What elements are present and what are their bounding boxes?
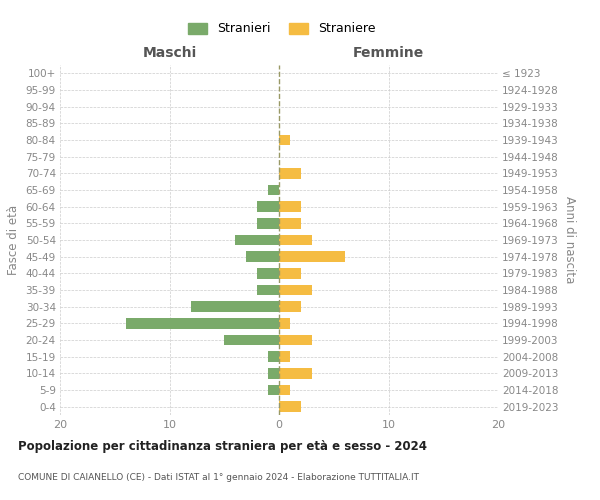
- Y-axis label: Fasce di età: Fasce di età: [7, 205, 20, 275]
- Bar: [224, 334, 279, 345]
- Text: Popolazione per cittadinanza straniera per età e sesso - 2024: Popolazione per cittadinanza straniera p…: [18, 440, 427, 453]
- Bar: [279, 368, 312, 379]
- Bar: [279, 318, 290, 329]
- Bar: [279, 384, 290, 396]
- Bar: [125, 318, 279, 329]
- Bar: [279, 134, 290, 145]
- Bar: [279, 168, 301, 179]
- Legend: Stranieri, Straniere: Stranieri, Straniere: [182, 16, 382, 42]
- Bar: [279, 284, 312, 296]
- Bar: [257, 268, 279, 279]
- Bar: [268, 351, 279, 362]
- Bar: [268, 384, 279, 396]
- Bar: [279, 351, 290, 362]
- Bar: [268, 368, 279, 379]
- Bar: [268, 184, 279, 196]
- Bar: [235, 234, 279, 246]
- Bar: [257, 284, 279, 296]
- Bar: [279, 334, 312, 345]
- Text: Femmine: Femmine: [353, 46, 424, 60]
- Bar: [279, 401, 301, 412]
- Bar: [279, 201, 301, 212]
- Text: COMUNE DI CAIANELLO (CE) - Dati ISTAT al 1° gennaio 2024 - Elaborazione TUTTITAL: COMUNE DI CAIANELLO (CE) - Dati ISTAT al…: [18, 473, 419, 482]
- Bar: [279, 301, 301, 312]
- Bar: [257, 201, 279, 212]
- Bar: [246, 251, 279, 262]
- Bar: [191, 301, 279, 312]
- Bar: [279, 218, 301, 229]
- Bar: [279, 251, 345, 262]
- Bar: [279, 234, 312, 246]
- Y-axis label: Anni di nascita: Anni di nascita: [563, 196, 575, 284]
- Bar: [279, 268, 301, 279]
- Bar: [257, 218, 279, 229]
- Text: Maschi: Maschi: [142, 46, 197, 60]
